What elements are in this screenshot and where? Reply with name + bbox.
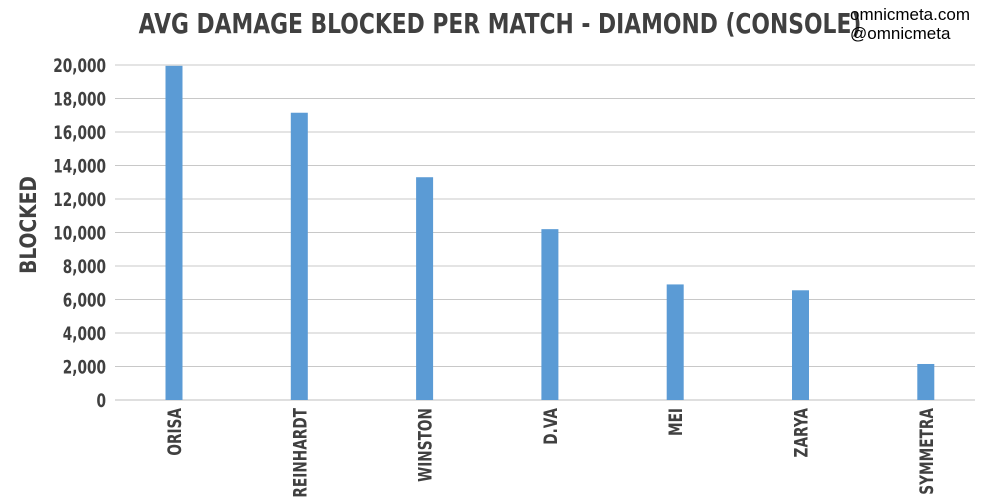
- y-tick-label: 20,000: [53, 55, 106, 77]
- y-tick-label: 0: [96, 390, 106, 412]
- bar-mei: [666, 284, 684, 400]
- x-tick-label: WINSTON: [414, 408, 436, 482]
- y-tick-labels: 0 2,000 4,000 6,000 8,000 10,000 12,000 14,000 1…: [53, 55, 106, 412]
- x-tick-label: MEI: [665, 408, 687, 436]
- y-axis-label: BLOCKED: [16, 176, 42, 274]
- y-tick-label: 8,000: [63, 256, 106, 278]
- x-tick-label: ZARYA: [790, 408, 812, 458]
- credit-handle: @omnicmeta: [850, 24, 951, 43]
- y-tick-label: 4,000: [63, 323, 106, 345]
- y-tick-label: 6,000: [63, 289, 106, 311]
- bars: [165, 65, 935, 401]
- y-tick-label: 10,000: [53, 222, 106, 244]
- bar-d-va: [541, 229, 559, 400]
- x-tick-labels: ORISA REINHARDT WINSTON D.VA MEI ZARYA SYMMETR…: [164, 407, 938, 497]
- bar-orisa: [165, 65, 183, 401]
- credit-site: omnicmeta.com: [850, 5, 970, 24]
- bar-winston: [416, 177, 434, 400]
- bar-reinhardt: [290, 112, 308, 401]
- x-tick-label: D.VA: [540, 408, 562, 445]
- y-tick-label: 18,000: [53, 88, 106, 110]
- y-tick-label: 14,000: [53, 155, 106, 177]
- bar-symmetra: [917, 363, 935, 400]
- y-tick-label: 16,000: [53, 122, 106, 144]
- x-tick-label: REINHARDT: [289, 407, 311, 497]
- y-tick-label: 2,000: [63, 356, 106, 378]
- chart-title: AVG DAMAGE BLOCKED PER MATCH - DIAMOND (…: [139, 7, 862, 39]
- y-tick-label: 12,000: [53, 189, 106, 211]
- bar-zarya: [792, 290, 809, 400]
- x-tick-label: SYMMETRA: [916, 408, 938, 495]
- x-tick-label: ORISA: [164, 408, 186, 456]
